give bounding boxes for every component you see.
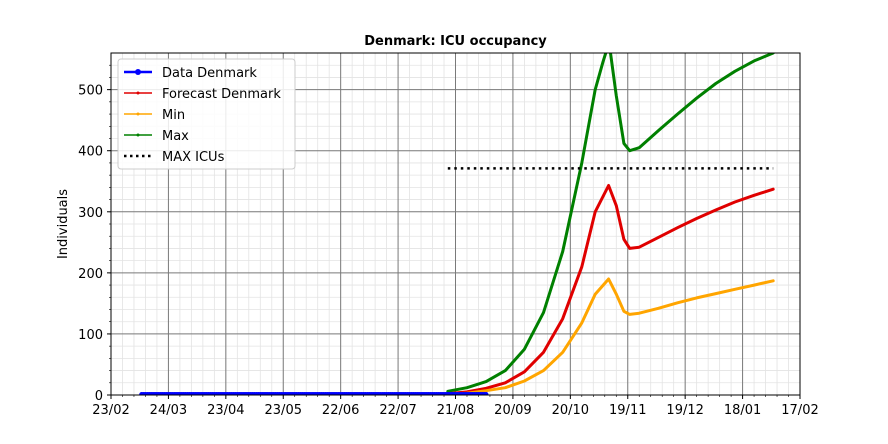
x-tick-label: 17/02 [781, 403, 818, 418]
y-tick-label: 200 [78, 267, 103, 282]
legend-label-min: Min [162, 108, 185, 123]
legend: Data Denmark Forecast Denmark Min Max MAX IC… [117, 58, 296, 170]
legend-label-max-icus: MAX ICUs [162, 150, 225, 165]
legend-marker-forecast-denmark [136, 91, 140, 95]
legend-label-max: Max [162, 129, 189, 144]
legend-label-data-denmark: Data Denmark [162, 66, 257, 81]
legend-label-forecast-denmark: Forecast Denmark [162, 87, 281, 102]
y-axis: 0 100 200 300 400 500 [78, 64, 111, 404]
x-tick-label: 22/06 [322, 403, 359, 418]
x-tick-label: 23/05 [265, 403, 302, 418]
x-tick-label: 24/03 [150, 403, 187, 418]
x-tick-label: 21/08 [437, 403, 474, 418]
x-tick-label: 19/11 [609, 403, 646, 418]
x-tick-label: 18/01 [724, 403, 761, 418]
legend-marker-data-denmark [135, 69, 141, 75]
y-tick-label: 300 [78, 206, 103, 221]
x-tick-label: 20/09 [494, 403, 531, 418]
data-point [483, 392, 489, 395]
legend-marker-min [136, 112, 140, 116]
y-tick-label: 100 [78, 328, 103, 343]
series-line-max [446, 53, 775, 393]
y-tick-label: 400 [78, 145, 103, 160]
series-line-forecast-denmark [446, 184, 775, 395]
x-tick-label: 23/02 [92, 403, 129, 418]
series-line-min [446, 277, 775, 395]
x-tick-label: 19/12 [666, 403, 703, 418]
series-layer [139, 53, 775, 395]
y-axis-label: Individuals [56, 189, 71, 259]
chart-title: Denmark: ICU occupancy [364, 34, 547, 49]
y-tick-label: 500 [78, 84, 103, 99]
x-tick-label: 23/04 [207, 403, 244, 418]
y-tick-label: 0 [95, 389, 103, 404]
legend-box [117, 58, 296, 170]
x-tick-label: 22/07 [379, 403, 416, 418]
x-axis: 23/02 24/03 23/04 23/05 22/06 22/07 21/08 20/09… [92, 395, 819, 418]
x-tick-label: 20/10 [552, 403, 589, 418]
legend-marker-max [136, 133, 140, 137]
